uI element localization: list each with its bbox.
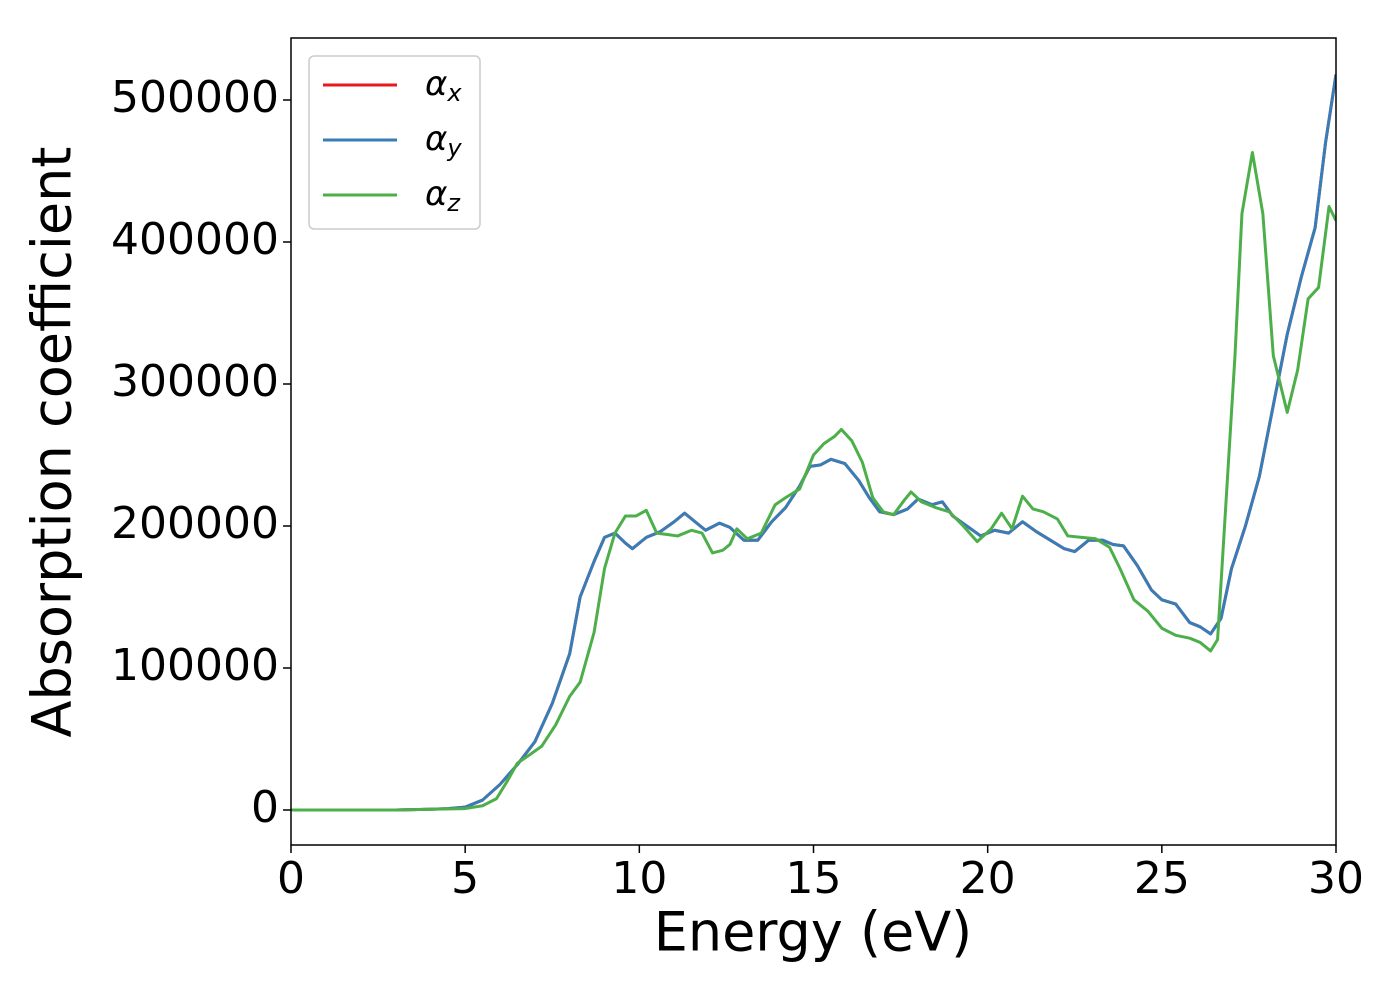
- line-series: [291, 74, 1336, 812]
- x-tick-label: 25: [1134, 853, 1190, 904]
- x-tick-label: 20: [960, 853, 1016, 904]
- x-tick-label: 0: [277, 853, 305, 904]
- x-tick-label: 5: [451, 853, 479, 904]
- y-tick-label: 100000: [111, 640, 279, 691]
- y-tick-label: 400000: [111, 214, 279, 265]
- legend-label: αz: [425, 174, 461, 218]
- line-series: [291, 151, 1336, 812]
- y-tick-label: 200000: [111, 498, 279, 549]
- y-tick-label: 0: [251, 782, 279, 833]
- plot-frame: [290, 37, 1337, 846]
- y-axis-label: Absorption coefficient: [21, 147, 84, 738]
- x-tick-label: 15: [786, 853, 842, 904]
- legend-label: αy: [425, 119, 462, 163]
- x-tick-label: 30: [1308, 853, 1364, 904]
- y-tick-label: 300000: [111, 356, 279, 407]
- legend-label: αx: [425, 64, 462, 108]
- legend-box: [308, 55, 481, 230]
- x-tick-label: 10: [611, 853, 667, 904]
- y-tick-label: 500000: [111, 72, 279, 123]
- x-axis-label: Energy (eV): [654, 901, 973, 964]
